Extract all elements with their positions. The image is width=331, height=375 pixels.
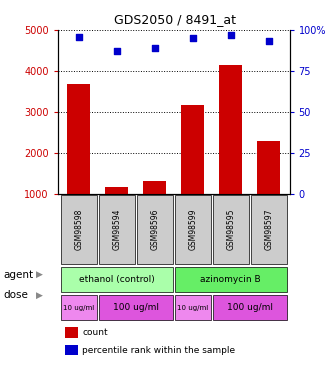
Text: GSM98595: GSM98595 [226, 209, 235, 250]
Point [114, 48, 119, 54]
Text: GSM98596: GSM98596 [150, 209, 159, 250]
Text: agent: agent [3, 270, 33, 279]
Text: ▶: ▶ [36, 270, 43, 279]
Text: GDS2050 / 8491_at: GDS2050 / 8491_at [115, 13, 236, 26]
FancyBboxPatch shape [174, 267, 287, 292]
Bar [68, 84, 90, 235]
Bar [257, 141, 280, 235]
Point [228, 32, 233, 38]
Bar [65, 327, 77, 338]
Bar [65, 345, 77, 355]
Text: GSM98599: GSM98599 [188, 209, 197, 250]
Text: 10 ug/ml: 10 ug/ml [63, 304, 94, 310]
FancyBboxPatch shape [61, 195, 97, 264]
Text: GSM98597: GSM98597 [264, 209, 273, 250]
FancyBboxPatch shape [61, 295, 97, 320]
Text: azinomycin B: azinomycin B [201, 275, 261, 284]
Point [190, 35, 195, 41]
Bar [181, 105, 204, 235]
Bar [105, 187, 128, 235]
Text: GSM98598: GSM98598 [74, 209, 83, 250]
Text: percentile rank within the sample: percentile rank within the sample [82, 345, 235, 354]
Point [266, 39, 271, 45]
FancyBboxPatch shape [174, 295, 211, 320]
Point [76, 33, 81, 39]
Text: ▶: ▶ [36, 291, 43, 300]
Text: count: count [82, 328, 108, 337]
Text: dose: dose [3, 290, 28, 300]
FancyBboxPatch shape [137, 195, 173, 264]
Text: 10 ug/ml: 10 ug/ml [177, 304, 209, 310]
Text: ethanol (control): ethanol (control) [79, 275, 155, 284]
FancyBboxPatch shape [174, 195, 211, 264]
Bar [219, 65, 242, 235]
Text: 100 ug/ml: 100 ug/ml [227, 303, 273, 312]
FancyBboxPatch shape [99, 195, 135, 264]
FancyBboxPatch shape [213, 295, 287, 320]
FancyBboxPatch shape [61, 267, 173, 292]
Bar [143, 181, 166, 235]
Text: GSM98594: GSM98594 [112, 209, 121, 250]
Point [152, 45, 158, 51]
Text: 100 ug/ml: 100 ug/ml [113, 303, 159, 312]
FancyBboxPatch shape [99, 295, 173, 320]
FancyBboxPatch shape [213, 195, 249, 264]
FancyBboxPatch shape [251, 195, 287, 264]
